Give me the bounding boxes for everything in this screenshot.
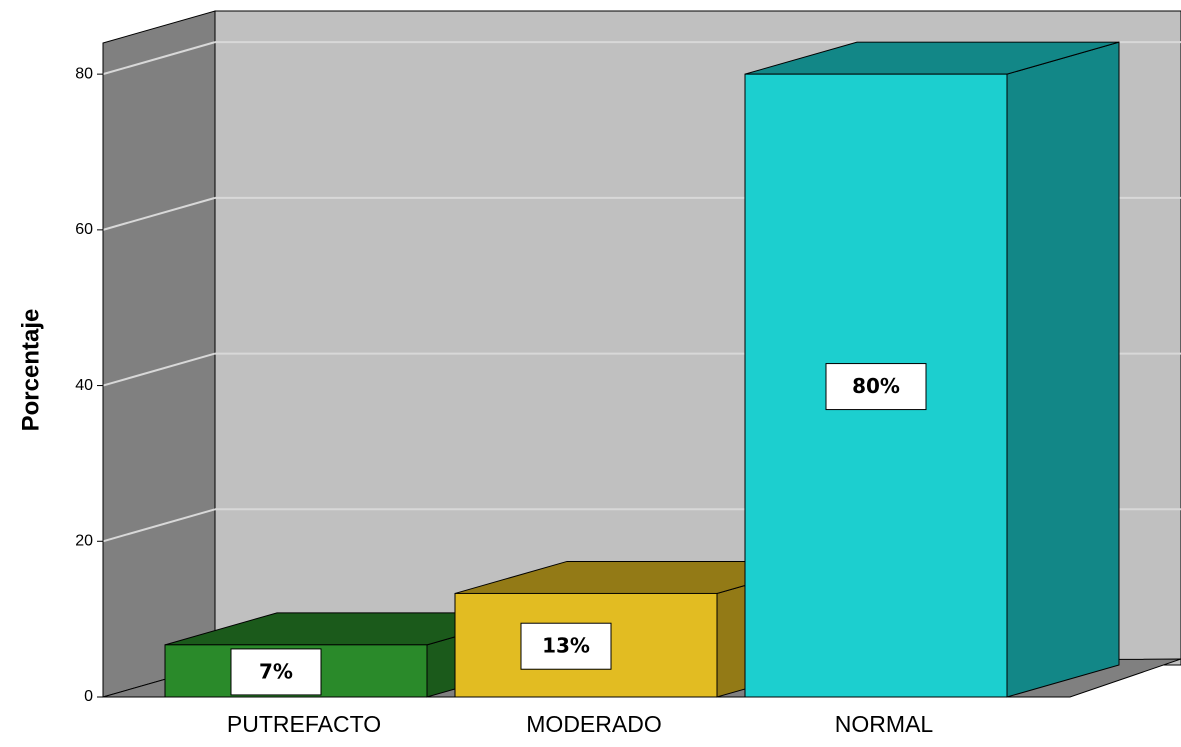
y-tick-label: 0 (84, 688, 93, 705)
left-wall (102, 10, 216, 698)
bar (744, 41, 1120, 698)
y-axis-label: Porcentaje (17, 309, 44, 432)
x-tick-label: MODERADO (526, 711, 661, 737)
value-label: 13% (542, 634, 590, 658)
grid-line (102, 352, 216, 387)
y-tick-label: 20 (75, 533, 93, 550)
x-tick-label: NORMAL (835, 711, 934, 737)
bar-side (1006, 41, 1120, 698)
y-tick-label: 60 (75, 221, 93, 238)
y-tick-label: 40 (75, 377, 93, 394)
x-tick-label: PUTREFACTO (227, 711, 381, 737)
grid-line (102, 508, 216, 543)
value-label-box (520, 622, 612, 670)
y-tick-label: 80 (75, 65, 93, 82)
value-label-box (230, 648, 322, 696)
grid-line (102, 41, 216, 76)
value-label: 7% (259, 659, 293, 683)
value-label: 80% (852, 374, 900, 398)
value-label-box (825, 363, 927, 411)
grid-line (102, 196, 216, 231)
